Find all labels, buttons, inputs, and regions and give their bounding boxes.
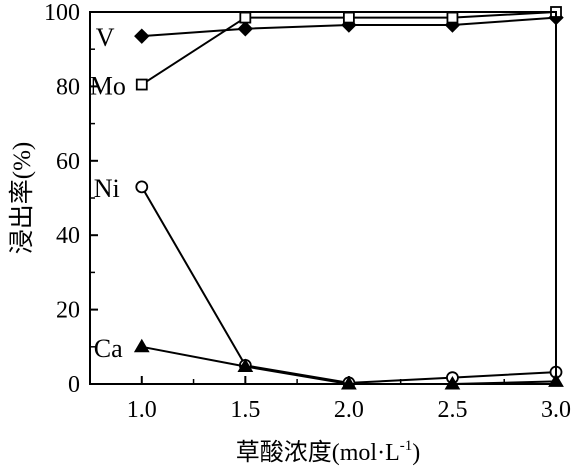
series-ca	[133, 338, 564, 390]
data-point	[133, 338, 150, 353]
y-tick-label: 100	[44, 0, 80, 26]
series-mo	[135, 6, 562, 91]
data-point	[239, 11, 252, 24]
y-tick-label: 60	[56, 149, 80, 175]
x-tick-label: 2.5	[437, 397, 467, 423]
series-label-ni: Ni	[94, 174, 120, 203]
y-axis-title: 浸出率(%)	[8, 142, 36, 254]
x-tick-label: 2.0	[334, 397, 364, 423]
data-point	[135, 180, 149, 194]
x-axis-title: 草酸浓度(mol·L-1)	[236, 438, 420, 466]
series-layer	[133, 6, 564, 390]
x-axis-unit-superscript: -1	[400, 438, 413, 454]
x-tick-label: 1.0	[127, 397, 157, 423]
axis-ticks: 1.0 1.5 2.0 2.5 3.0 0 20 40 60 80 100	[44, 0, 571, 423]
data-point	[446, 11, 459, 24]
x-axis-title-close: )	[412, 440, 420, 466]
series-label-v: V	[96, 23, 115, 52]
data-point	[342, 11, 355, 24]
x-tick-label: 3.0	[541, 397, 571, 423]
y-tick-label: 40	[56, 223, 80, 249]
series-label-mo: Mo	[90, 72, 126, 101]
y-tick-label: 80	[56, 74, 80, 100]
x-tick-label: 1.5	[230, 397, 260, 423]
series-label-ca: Ca	[94, 334, 123, 363]
series-line	[140, 186, 557, 384]
data-point	[134, 28, 150, 44]
data-point	[135, 78, 148, 91]
data-point	[237, 358, 254, 373]
series-labels: V Mo Ni Ca	[90, 23, 126, 363]
plot-frame	[89, 11, 557, 385]
y-tick-label: 20	[56, 298, 80, 324]
y-tick-label: 0	[68, 372, 80, 398]
data-point	[237, 21, 254, 37]
